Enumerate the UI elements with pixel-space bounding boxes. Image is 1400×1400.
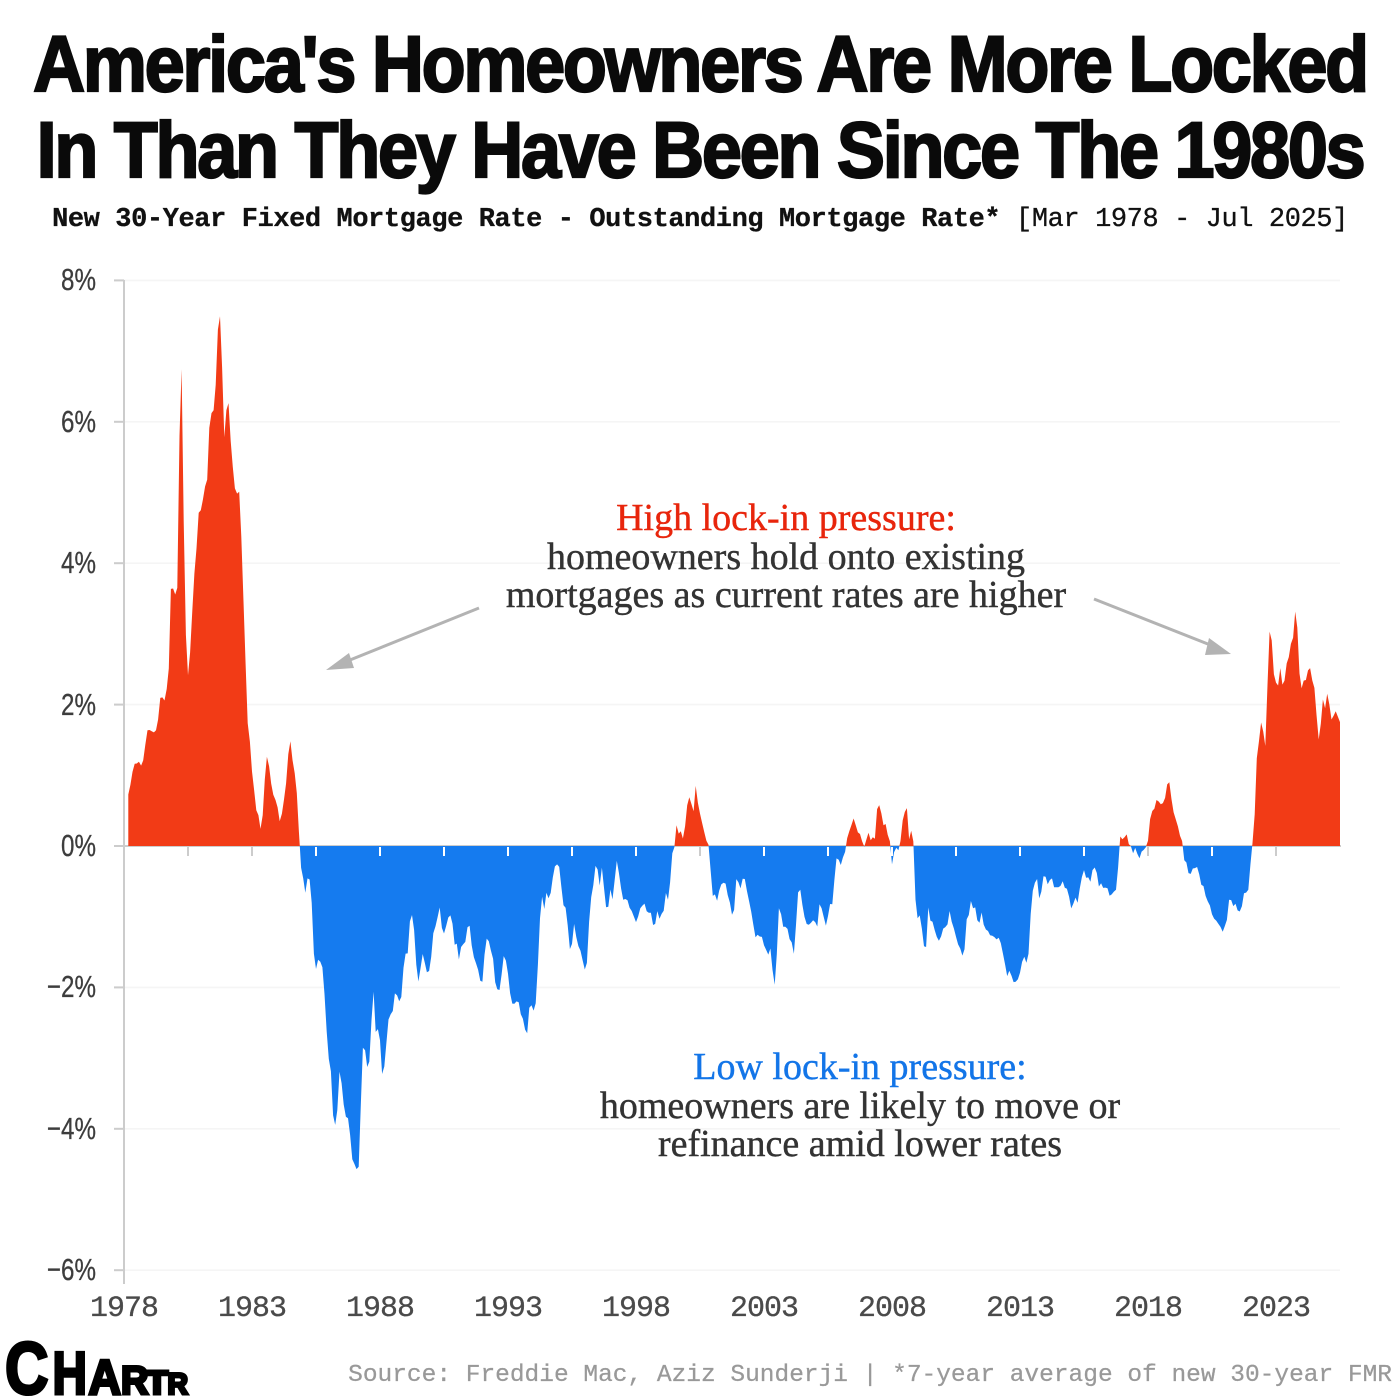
svg-text:T: T (146, 1364, 168, 1400)
svg-text:R: R (121, 1359, 149, 1400)
svg-text:C: C (5, 1327, 49, 1400)
svg-text:R: R (168, 1368, 189, 1400)
svg-text:A: A (89, 1351, 122, 1400)
svg-text:H: H (53, 1340, 88, 1400)
